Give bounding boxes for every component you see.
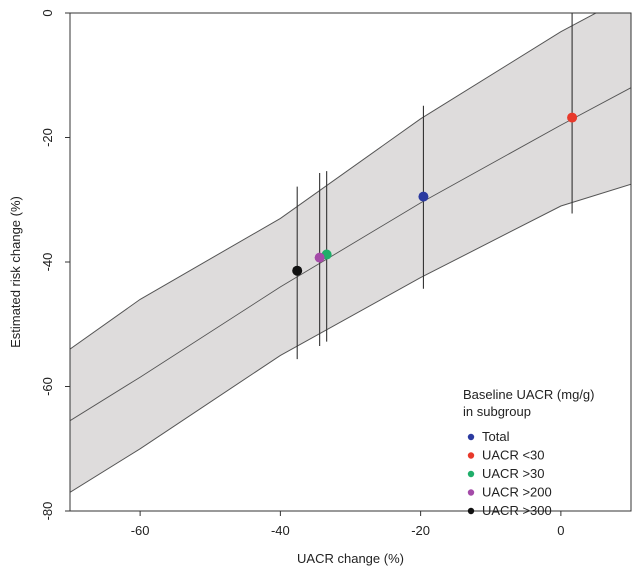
y-axis-title: Estimated risk change (%) [8,196,23,348]
y-tick-label: -40 [40,253,55,272]
subgroup-point [567,112,578,123]
legend-marker [467,452,475,459]
confidence-band [70,13,631,493]
y-tick-label: -60 [40,377,55,396]
subgroup-points [292,112,578,276]
legend-marker [467,489,475,496]
legend-item-label: UACR >30 [482,466,545,481]
legend-item-label: UACR >300 [482,503,552,518]
x-axis-title: UACR change (%) [297,551,404,566]
confidence-band-area [70,13,631,493]
subgroup-point [292,265,303,276]
y-tick-label: -20 [40,128,55,147]
legend: Baseline UACR (mg/g) in subgroup Total UA… [463,387,595,518]
legend-marker [467,433,475,441]
legend-marker [467,507,475,515]
subgroup-point [314,252,325,263]
y-tick-label: 0 [40,9,55,16]
legend-marker [467,470,475,478]
legend-item-label: Total [482,429,510,444]
legend-item-label: UACR <30 [482,448,545,463]
y-axis-ticks: 0 -20 -40 -60 -80 [40,9,70,520]
x-tick-label: -60 [131,523,150,538]
legend-items: Total UACR <30 UACR >30 UACR >200 UACR >300 [467,429,552,518]
legend-title: Baseline UACR (mg/g) [463,387,595,402]
legend-item-label: UACR >200 [482,485,552,500]
subgroup-point [418,191,429,202]
legend-subtitle: in subgroup [463,404,531,419]
x-axis-ticks: -60 -40 -20 0 [131,511,564,538]
x-tick-label: 0 [557,523,564,538]
y-tick-label: -80 [40,502,55,521]
x-tick-label: -40 [271,523,290,538]
x-tick-label: -20 [411,523,430,538]
